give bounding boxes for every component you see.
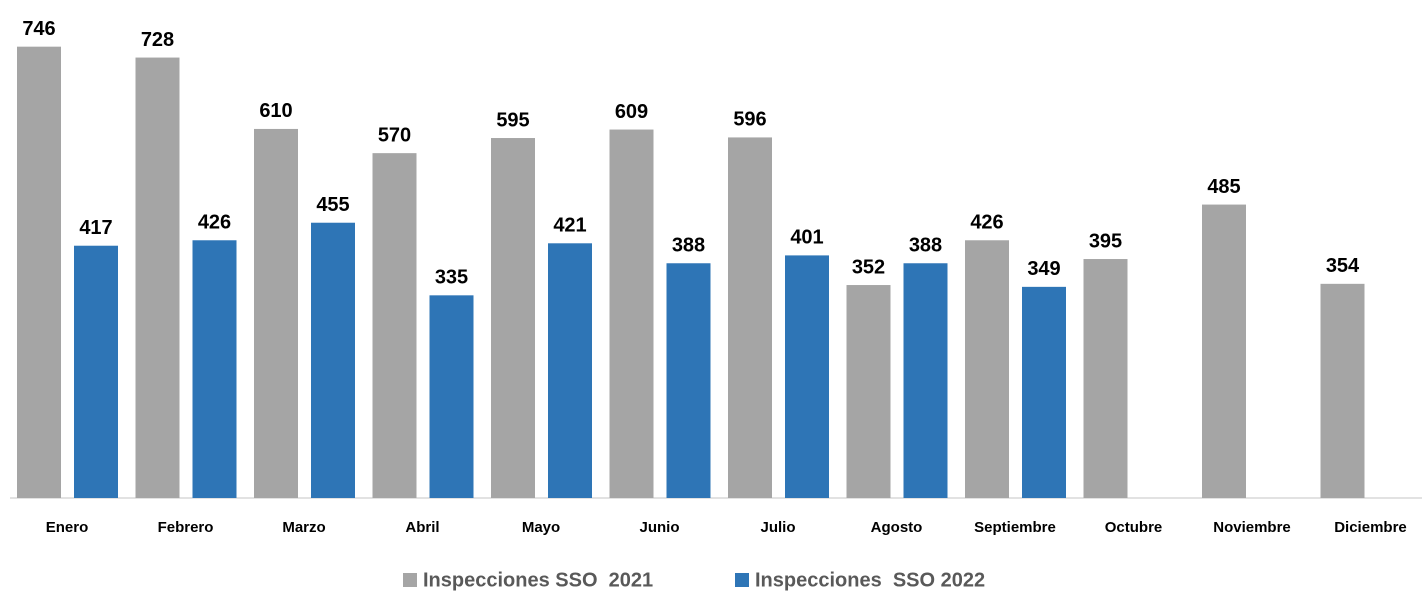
bar bbox=[17, 46, 61, 499]
legend-label: Inspecciones SSO 2021 bbox=[423, 569, 653, 591]
bar bbox=[666, 263, 711, 498]
value-label: 596 bbox=[733, 109, 766, 131]
value-label: 401 bbox=[790, 227, 823, 249]
x-tick-label: Diciembre bbox=[1334, 519, 1407, 536]
bar bbox=[429, 295, 474, 498]
bar bbox=[903, 263, 948, 498]
bar bbox=[728, 137, 772, 499]
value-label: 352 bbox=[852, 256, 885, 278]
bar bbox=[254, 128, 298, 498]
legend-swatch bbox=[403, 573, 417, 587]
value-label: 426 bbox=[970, 212, 1003, 234]
value-label: 354 bbox=[1326, 255, 1360, 277]
bar bbox=[846, 285, 891, 498]
x-tick-label: Octubre bbox=[1105, 519, 1163, 536]
value-label: 426 bbox=[198, 212, 231, 234]
x-tick-label: Abril bbox=[405, 519, 439, 536]
value-label: 335 bbox=[435, 267, 468, 289]
legend-swatch bbox=[735, 573, 749, 587]
value-label: 421 bbox=[553, 215, 586, 237]
bar bbox=[1320, 283, 1365, 498]
x-tick-label: Agosto bbox=[871, 519, 923, 536]
value-label: 455 bbox=[316, 194, 349, 216]
bar bbox=[965, 240, 1009, 498]
x-tick-label: Julio bbox=[760, 519, 795, 536]
bar bbox=[1202, 204, 1246, 498]
bar bbox=[609, 129, 654, 498]
value-label: 388 bbox=[909, 235, 942, 257]
bar bbox=[548, 243, 592, 498]
legend-label: Inspecciones SSO 2022 bbox=[755, 569, 985, 591]
bar bbox=[785, 255, 829, 498]
bar bbox=[135, 57, 180, 499]
x-tick-label: Marzo bbox=[282, 519, 325, 536]
x-tick-label: Noviembre bbox=[1213, 519, 1291, 536]
value-label: 349 bbox=[1027, 258, 1060, 280]
bar bbox=[74, 245, 118, 498]
bar bbox=[1022, 286, 1066, 498]
x-tick-label: Junio bbox=[640, 519, 680, 536]
value-label: 746 bbox=[22, 18, 55, 40]
value-label: 388 bbox=[672, 235, 705, 257]
value-label: 570 bbox=[378, 124, 411, 146]
bar bbox=[1083, 259, 1128, 498]
value-label: 610 bbox=[259, 100, 292, 122]
bar bbox=[372, 153, 417, 498]
x-tick-label: Septiembre bbox=[974, 519, 1056, 536]
bar bbox=[192, 240, 237, 498]
value-label: 485 bbox=[1207, 176, 1240, 198]
x-tick-label: Enero bbox=[46, 519, 89, 536]
bar bbox=[491, 138, 535, 498]
value-label: 395 bbox=[1089, 230, 1122, 252]
value-label: 417 bbox=[79, 217, 112, 239]
value-label: 728 bbox=[141, 29, 174, 51]
value-label: 609 bbox=[615, 101, 648, 123]
bar bbox=[311, 222, 355, 498]
x-tick-label: Mayo bbox=[522, 519, 560, 536]
value-label: 595 bbox=[496, 109, 529, 131]
x-tick-label: Febrero bbox=[158, 519, 214, 536]
